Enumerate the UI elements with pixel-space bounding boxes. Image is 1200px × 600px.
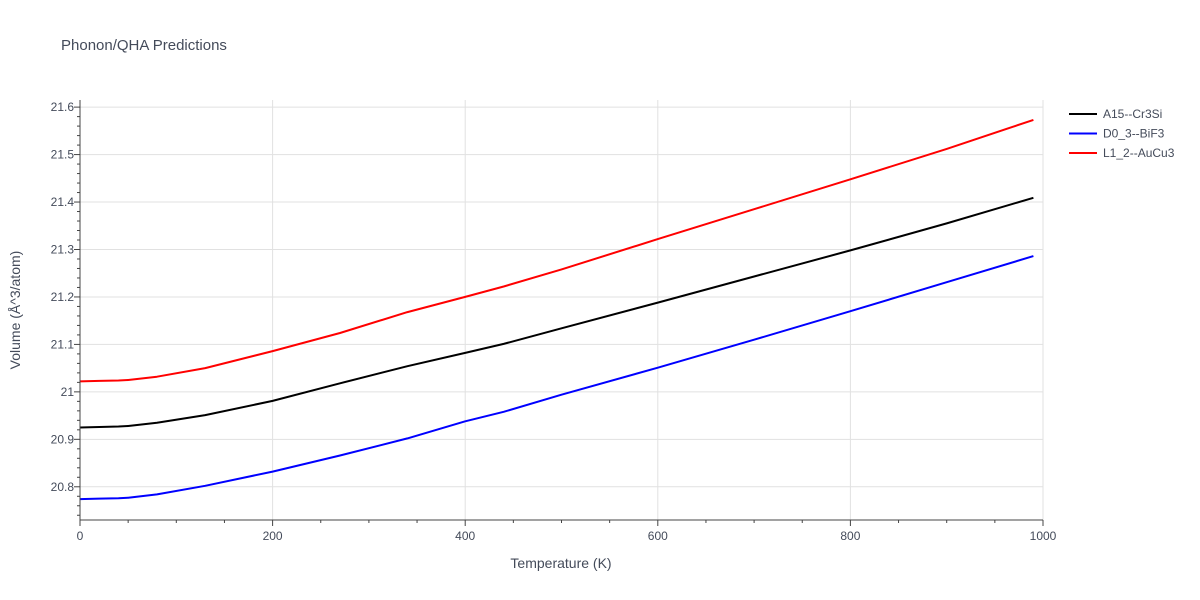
- y-tick-label: 21.3: [51, 242, 75, 256]
- y-axis-title: Volume (Å^3/atom): [7, 251, 23, 370]
- y-tick-label: 21.6: [51, 100, 75, 114]
- y-tick-label: 21: [61, 385, 75, 399]
- series-line-2: [79, 255, 1034, 501]
- chart-title: Phonon/QHA Predictions: [61, 37, 227, 54]
- series-lines: [79, 118, 1034, 501]
- legend: A15--Cr3Si D0_3--BiF3 L1_2--AuCu3: [1069, 107, 1175, 160]
- x-tick-label: 200: [263, 529, 283, 543]
- axes: 20.8 20.9 21 21.1 21.2 21.3 21.4 21.5 21.6 0 200 40…: [51, 100, 1057, 543]
- x-tick-label: 1000: [1030, 529, 1057, 543]
- y-tick-label: 21.2: [51, 290, 75, 304]
- y-tick-label: 21.4: [51, 195, 75, 209]
- legend-label: D0_3--BiF3: [1103, 127, 1165, 141]
- legend-label: A15--Cr3Si: [1103, 107, 1162, 121]
- y-tick-label: 20.9: [51, 432, 75, 446]
- x-tick-label: 400: [455, 529, 475, 543]
- grid: [79, 100, 1044, 520]
- legend-label: L1_2--AuCu3: [1103, 146, 1175, 160]
- series-line-3: [79, 118, 1034, 383]
- y-tick-label: 21.5: [51, 148, 75, 162]
- y-tick-label: 21.1: [51, 337, 75, 351]
- x-tick-label: 800: [840, 529, 860, 543]
- series-line-1: [79, 196, 1034, 429]
- x-tick-label: 600: [648, 529, 668, 543]
- x-axis-title: Temperature (K): [510, 555, 611, 571]
- x-tick-label: 0: [77, 529, 84, 543]
- y-tick-label: 20.8: [51, 480, 75, 494]
